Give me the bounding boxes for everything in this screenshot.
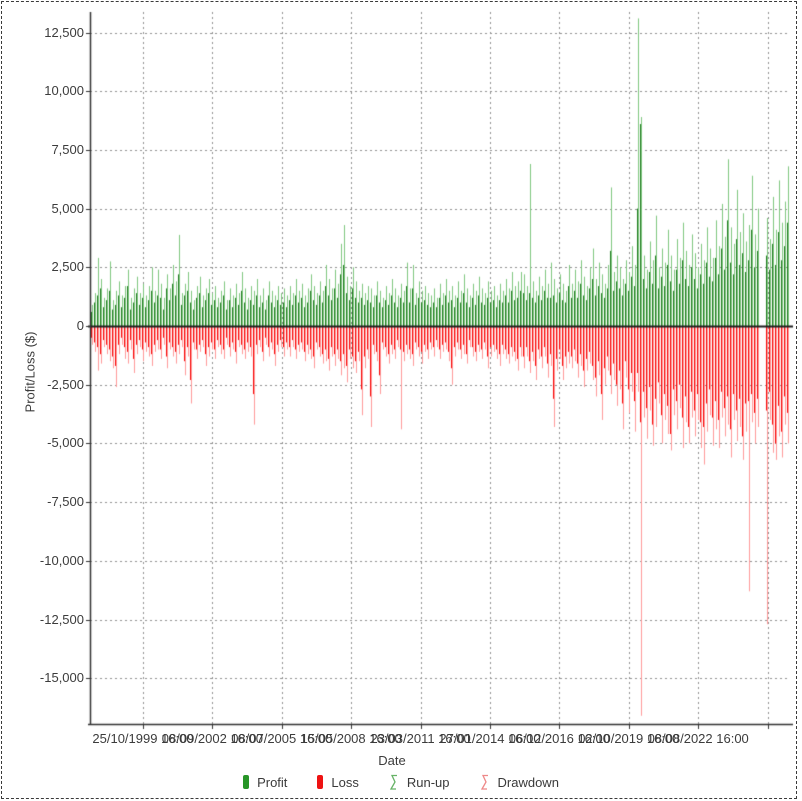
y-tick-label: -2,500 — [47, 376, 84, 392]
legend-item-loss[interactable]: Loss — [317, 774, 359, 790]
x-tick-label: 15/05/2008 16:00 — [300, 731, 402, 746]
y-axis-title: Profit/Loss ($) — [22, 331, 38, 413]
y-tick-label: 12,500 — [44, 24, 84, 40]
x-tick-label: 06/12/2016 16:00 — [508, 731, 610, 746]
y-tick-label: 7,500 — [51, 141, 84, 157]
x-tick-label: 08/07/2005 16:00 — [231, 731, 333, 746]
x-tick-label: 08/08/2022 16:00 — [647, 731, 749, 746]
runup-candle-icon — [389, 774, 397, 790]
y-tick-label: 5,000 — [51, 200, 84, 216]
legend-item-runup[interactable]: Run-up — [389, 774, 450, 791]
legend-item-profit[interactable]: Profit — [243, 775, 287, 790]
x-tick-label: 27/01/2014 16:00 — [439, 731, 541, 746]
y-tick-label: 2,500 — [51, 259, 84, 275]
y-tick-label: -12,500 — [39, 611, 84, 627]
y-tick-label: 0 — [76, 318, 84, 333]
x-tick-label: 23/03/2011 16:00 — [370, 731, 471, 746]
y-tick-label: -5,000 — [47, 435, 84, 451]
profit-swatch-icon — [243, 775, 250, 789]
x-tick-label: 02/10/2019 16:00 — [578, 731, 680, 746]
drawdown-candle-icon — [480, 774, 488, 790]
x-axis-title: Date — [378, 753, 406, 768]
y-tick-label: -15,000 — [39, 670, 84, 686]
y-tick-label: -7,500 — [47, 494, 84, 510]
legend-label: Drawdown — [497, 774, 559, 790]
legend-item-drawdown[interactable]: Drawdown — [480, 774, 559, 791]
legend-label: Run-up — [406, 774, 450, 790]
legend-label: Profit — [257, 774, 288, 790]
loss-swatch-icon — [317, 775, 324, 789]
x-tick-label: 08/09/2002 16:00 — [161, 731, 263, 746]
y-tick-label: 10,000 — [44, 83, 84, 99]
x-tick-label: 25/10/1999 16:00 — [92, 731, 194, 746]
y-tick-label: -10,000 — [39, 552, 84, 568]
legend: Profit Loss Run-up Drawdown — [0, 772, 802, 792]
legend-label: Loss — [331, 774, 359, 790]
